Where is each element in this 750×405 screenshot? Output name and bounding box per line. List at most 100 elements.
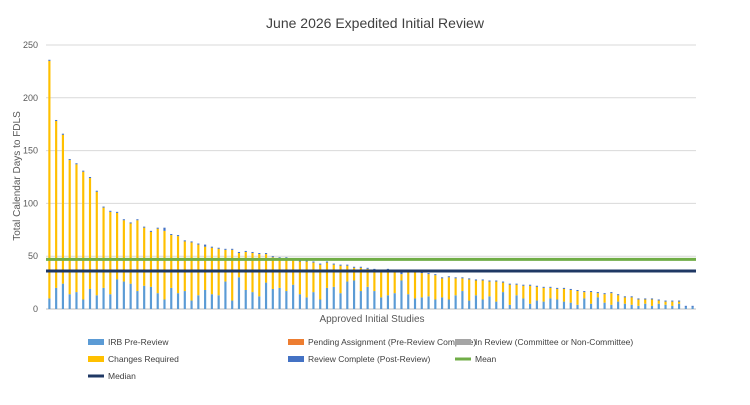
bar-segment-review-complete bbox=[441, 277, 444, 279]
bar-segment-review-complete bbox=[596, 292, 599, 294]
bar-segment-changes-required bbox=[109, 211, 112, 295]
bar-segment-changes-required bbox=[61, 134, 65, 284]
bar-segment-changes-required bbox=[325, 262, 329, 288]
bar-segment-review-complete bbox=[359, 266, 362, 268]
bar-segment-review-complete bbox=[136, 219, 139, 221]
bar-segment-changes-required bbox=[400, 274, 403, 281]
bar-segment-irb-pre-review bbox=[352, 280, 356, 309]
bar-segment-review-complete bbox=[258, 253, 261, 255]
bar-segment-changes-required bbox=[298, 261, 301, 295]
bar-segment-irb-pre-review bbox=[657, 303, 660, 309]
bar-segment-review-complete bbox=[671, 300, 674, 302]
bar-segment-changes-required bbox=[434, 275, 437, 300]
bar-segment-review-complete bbox=[264, 253, 268, 255]
bar-segment-review-complete bbox=[427, 273, 430, 275]
bar-segment-changes-required bbox=[292, 260, 295, 285]
bar-segment-changes-required bbox=[562, 288, 566, 302]
bar-segment-irb-pre-review bbox=[122, 281, 125, 309]
bar-segment-changes-required bbox=[386, 269, 390, 296]
bar-segment-review-complete bbox=[285, 257, 288, 259]
bar-segment-irb-pre-review bbox=[495, 301, 498, 309]
bar-segment-irb-pre-review bbox=[623, 303, 626, 309]
bar-segment-review-complete bbox=[319, 263, 322, 265]
bar-segment-irb-pre-review bbox=[95, 295, 98, 309]
bar-segment-changes-required bbox=[204, 246, 207, 290]
bar-segment-review-complete bbox=[332, 263, 335, 265]
bar-segment-review-complete bbox=[82, 170, 85, 172]
bar-segment-irb-pre-review bbox=[603, 302, 606, 309]
bar-segment-irb-pre-review bbox=[407, 294, 410, 309]
bar-segment-changes-required bbox=[129, 223, 132, 284]
bar-segment-changes-required bbox=[393, 272, 396, 294]
bar-segment-irb-pre-review bbox=[420, 297, 423, 309]
bar-segment-review-complete bbox=[420, 272, 423, 274]
bar-segment-irb-pre-review bbox=[292, 284, 295, 309]
bar-segment-irb-pre-review bbox=[244, 289, 247, 309]
bar-segment-changes-required bbox=[359, 267, 362, 292]
bar-segment-changes-required bbox=[413, 272, 417, 299]
legend-item-review-complete: Review Complete (Post-Review) bbox=[288, 354, 431, 364]
bar-segment-changes-required bbox=[441, 278, 444, 298]
bar-segment-irb-pre-review bbox=[434, 299, 437, 309]
bar-segment-irb-pre-review bbox=[204, 289, 207, 309]
bar-segment-changes-required bbox=[163, 230, 166, 300]
bar-segment-review-complete bbox=[352, 266, 356, 268]
legend-label: Pending Assignment (Pre-Review Complete) bbox=[308, 337, 476, 347]
bar-segment-irb-pre-review bbox=[542, 301, 545, 309]
bar-segment-review-complete bbox=[522, 284, 525, 286]
bar-segment-irb-pre-review bbox=[258, 296, 261, 309]
bar-segment-irb-pre-review bbox=[556, 299, 559, 309]
bar-segment-changes-required bbox=[664, 301, 667, 305]
bar-segment-review-complete bbox=[129, 222, 132, 224]
bar-segment-review-complete bbox=[102, 206, 105, 208]
bar-segment-irb-pre-review bbox=[278, 287, 281, 309]
bar-segment-review-complete bbox=[298, 260, 301, 262]
bar-segment-irb-pre-review bbox=[190, 300, 193, 309]
bar-segment-review-complete bbox=[183, 240, 186, 242]
legend-label: Review Complete (Post-Review) bbox=[308, 354, 431, 364]
bar-segment-review-complete bbox=[68, 159, 71, 161]
bar-segment-irb-pre-review bbox=[88, 288, 92, 309]
bar-segment-review-complete bbox=[305, 260, 308, 262]
bar-segment-changes-required bbox=[623, 297, 626, 304]
bar-segment-changes-required bbox=[454, 278, 457, 296]
bar-segment-irb-pre-review bbox=[319, 299, 322, 309]
bar-segment-irb-pre-review bbox=[380, 297, 383, 309]
legend-item-changes-required: Changes Required bbox=[88, 354, 179, 364]
chart-title: June 2026 Expedited Initial Review bbox=[266, 15, 485, 31]
legend-item-irb-pre-review: IRB Pre-Review bbox=[88, 337, 169, 347]
legend-swatch bbox=[288, 339, 304, 345]
bar-segment-irb-pre-review bbox=[55, 287, 58, 309]
legend-label: Median bbox=[108, 371, 136, 381]
bar-segment-irb-pre-review bbox=[237, 277, 241, 309]
bar-segment-changes-required bbox=[535, 286, 538, 301]
bar-segment-review-complete bbox=[461, 277, 464, 279]
bar-segment-changes-required bbox=[143, 227, 146, 286]
bar-segment-review-complete bbox=[244, 250, 247, 252]
bar-segment-irb-pre-review bbox=[677, 303, 681, 309]
bar-segment-review-complete bbox=[474, 279, 478, 281]
bar-segment-review-complete bbox=[495, 280, 498, 282]
bar-segment-review-complete bbox=[617, 294, 620, 296]
bar-segment-irb-pre-review bbox=[522, 298, 525, 309]
bar-segment-review-complete bbox=[664, 300, 667, 302]
bar-segment-review-complete bbox=[109, 210, 112, 212]
bar-segment-irb-pre-review bbox=[488, 296, 491, 309]
bar-segment-review-complete bbox=[556, 287, 559, 289]
bar-segment-irb-pre-review bbox=[82, 299, 85, 309]
bar-segment-irb-pre-review bbox=[68, 294, 71, 309]
legend-item-in-review: In Review (Committee or Non-Committee) bbox=[455, 337, 633, 347]
bar-segment-changes-required bbox=[549, 287, 552, 299]
bar-segment-changes-required bbox=[677, 301, 681, 304]
bar-segment-irb-pre-review bbox=[183, 291, 186, 309]
bar-segment-review-complete bbox=[589, 291, 593, 293]
bar-segment-irb-pre-review bbox=[393, 293, 396, 309]
bar-segment-review-complete bbox=[346, 264, 349, 266]
bar-segment-review-complete bbox=[237, 251, 241, 254]
bar-segment-changes-required bbox=[95, 191, 98, 296]
bar-segment-changes-required bbox=[352, 267, 356, 281]
bar-segment-changes-required bbox=[576, 291, 579, 305]
bar-segment-review-complete bbox=[116, 211, 119, 213]
bar-segment-changes-required bbox=[515, 284, 518, 296]
bar-segment-irb-pre-review bbox=[650, 305, 654, 309]
